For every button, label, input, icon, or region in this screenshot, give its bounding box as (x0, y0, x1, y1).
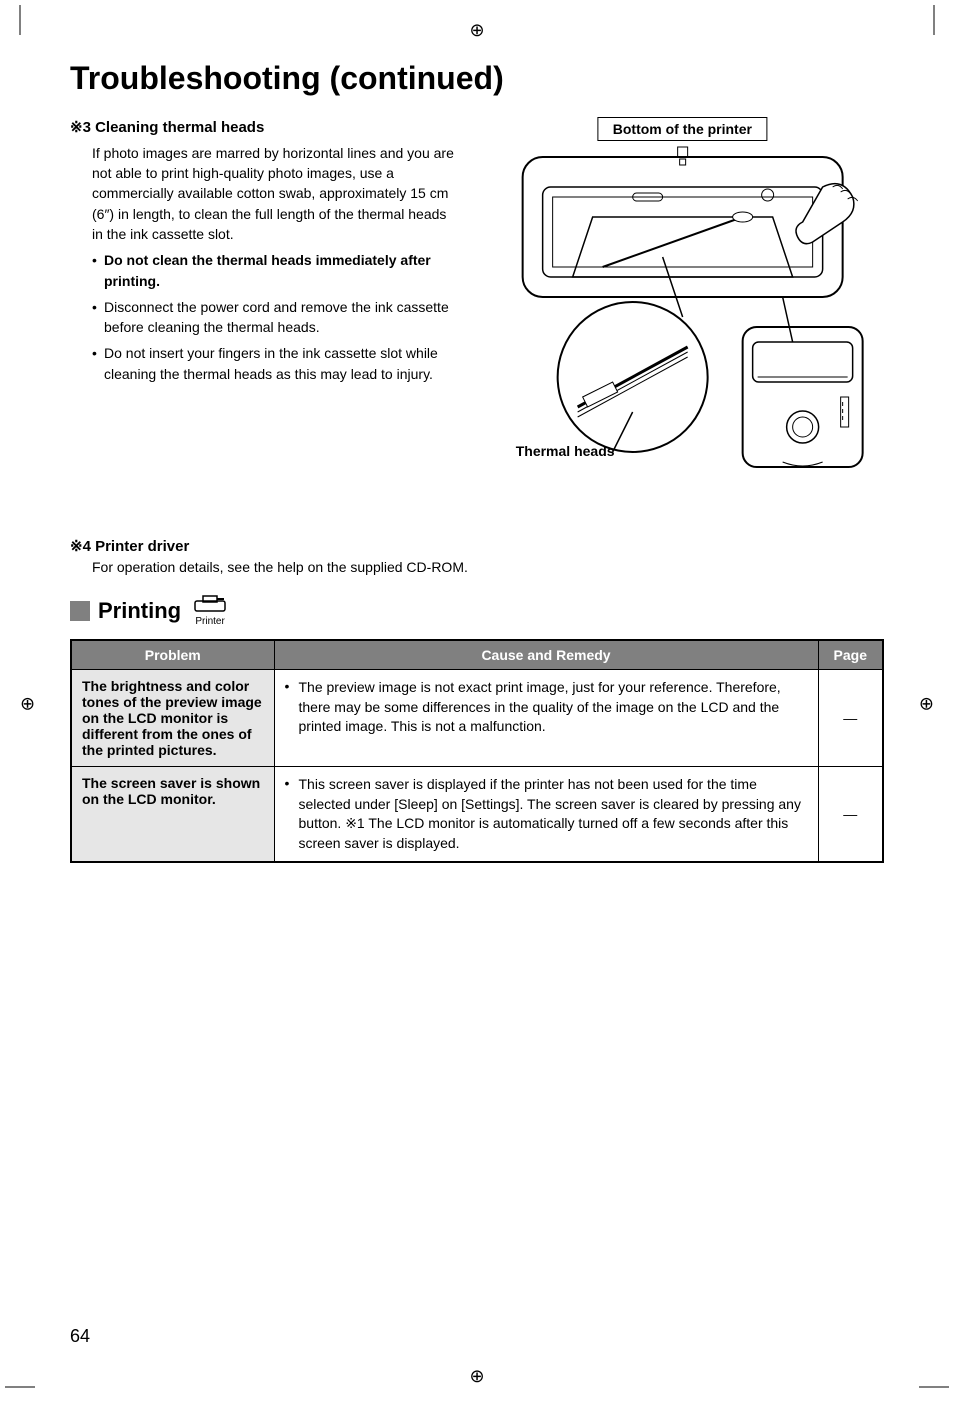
bullet-dot: • (285, 775, 299, 853)
printer-diagram-svg (481, 117, 884, 477)
section3-intro: If photo images are marred by horizontal… (70, 143, 461, 244)
section3-bullet: Do not clean the thermal heads immediate… (92, 250, 461, 291)
crop-mark-bl (5, 1372, 35, 1402)
section4-heading: ※4 Printer driver (70, 537, 884, 555)
diagram-label-top: Bottom of the printer (598, 117, 767, 141)
section3-bullet: Do not insert your fingers in the ink ca… (92, 343, 461, 384)
crop-mark-tr (919, 5, 949, 35)
bullet-dot: • (285, 678, 299, 737)
table-row: The brightness and color tones of the pr… (71, 670, 883, 767)
table-header-page: Page (818, 640, 883, 670)
table-cause-cell: • The preview image is not exact print i… (274, 670, 818, 767)
printer-diagram: Bottom of the printer (481, 117, 884, 477)
page-title: Troubleshooting (continued) (70, 60, 884, 97)
section4: ※4 Printer driver For operation details,… (70, 537, 884, 575)
section3-bullets: Do not clean the thermal heads immediate… (70, 250, 461, 384)
table-header-problem: Problem (71, 640, 274, 670)
registration-mark-top: ⊕ (469, 20, 484, 41)
table-cause-text: This screen saver is displayed if the pr… (299, 775, 808, 853)
section4-text: For operation details, see the help on t… (70, 559, 884, 575)
crop-mark-tl (5, 5, 35, 35)
printer-icon: Printer (193, 595, 227, 627)
section-marker-icon (70, 601, 90, 621)
printing-title: Printing (98, 598, 181, 624)
registration-mark-left: ⊕ (20, 693, 35, 714)
section3-heading: ※3 Cleaning thermal heads (70, 117, 461, 139)
table-header-cause: Cause and Remedy (274, 640, 818, 670)
table-page-cell: — (818, 670, 883, 767)
table-page-cell: — (818, 767, 883, 863)
page-number: 64 (70, 1326, 90, 1347)
table-header-row: Problem Cause and Remedy Page (71, 640, 883, 670)
printer-icon-label: Printer (195, 616, 224, 627)
troubleshooting-table: Problem Cause and Remedy Page The bright… (70, 639, 884, 863)
table-cause-text: The preview image is not exact print ima… (299, 678, 808, 737)
table-problem-cell: The screen saver is shown on the LCD mon… (71, 767, 274, 863)
section3-bullet-text: Disconnect the power cord and remove the… (104, 299, 449, 335)
section3-bullet: Disconnect the power cord and remove the… (92, 297, 461, 338)
section3-row: ※3 Cleaning thermal heads If photo image… (70, 117, 884, 477)
registration-mark-right: ⊕ (919, 693, 934, 714)
table-problem-cell: The brightness and color tones of the pr… (71, 670, 274, 767)
printing-header: Printing Printer (70, 595, 884, 627)
section3-diagram-column: Bottom of the printer (481, 117, 884, 477)
section3-bullet-text: Do not insert your fingers in the ink ca… (104, 345, 438, 381)
table-cause-cell: • This screen saver is displayed if the … (274, 767, 818, 863)
section3-text-column: ※3 Cleaning thermal heads If photo image… (70, 117, 461, 477)
crop-mark-br (919, 1372, 949, 1402)
table-row: The screen saver is shown on the LCD mon… (71, 767, 883, 863)
section3-bullet-text: Do not clean the thermal heads immediate… (104, 252, 431, 288)
registration-mark-bottom: ⊕ (469, 1366, 484, 1387)
diagram-label-bottom: Thermal heads (516, 443, 615, 459)
